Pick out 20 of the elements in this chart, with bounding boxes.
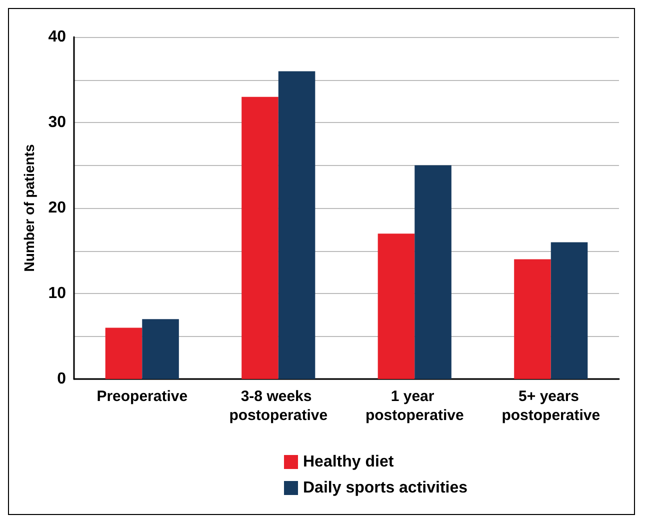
x-tick-label: 1 year postoperative	[365, 388, 464, 424]
legend-label: Daily sports activities	[303, 480, 468, 496]
x-tick-label: 5+ years postoperative	[502, 388, 600, 424]
bar	[242, 96, 278, 379]
y-axis-title: Number of patients	[21, 144, 37, 272]
x-tick-label: 3-8 weeks postoperative	[229, 388, 328, 424]
y-tick-label: 20	[48, 200, 66, 216]
y-tick-label: 10	[48, 285, 66, 302]
bar	[378, 234, 415, 379]
bar	[142, 319, 179, 379]
legend-label: Healthy diet	[303, 454, 394, 470]
bar	[278, 71, 316, 379]
y-tick-label: 30	[48, 114, 66, 131]
bar	[514, 259, 551, 379]
bar	[550, 242, 588, 379]
y-tick-label: 0	[57, 370, 66, 388]
x-tick-label: Preoperative	[96, 388, 188, 405]
bar	[414, 165, 452, 379]
bar	[105, 328, 142, 379]
y-tick-label: 40	[48, 28, 66, 46]
